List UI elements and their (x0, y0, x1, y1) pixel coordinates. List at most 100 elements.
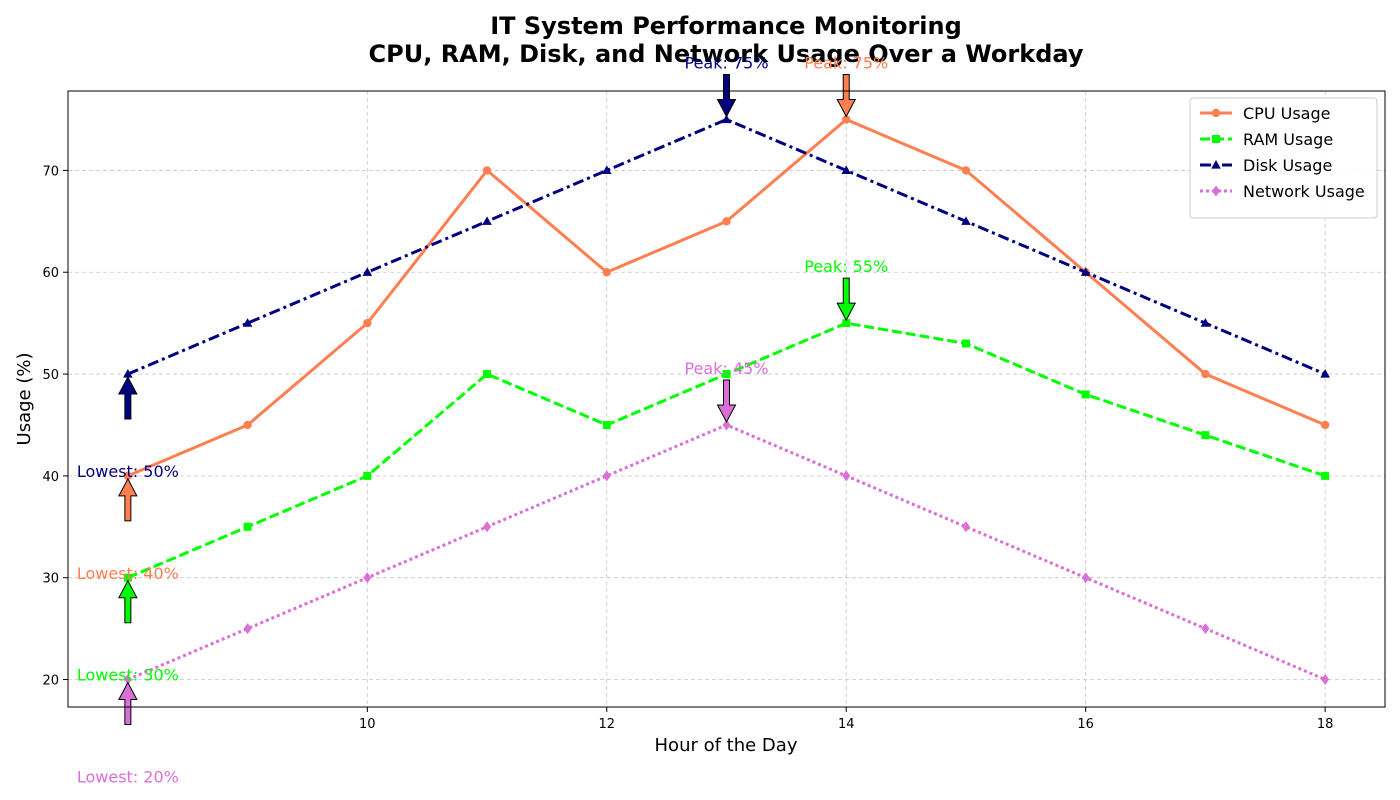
legend-item-disk-usage: Disk Usage (1200, 156, 1332, 175)
data-point (721, 114, 732, 124)
data-point (1321, 471, 1330, 480)
y-tick-label: 50 (42, 368, 59, 383)
series-line (127, 423, 1326, 681)
data-point (1081, 390, 1090, 399)
y-tick-label: 60 (42, 266, 59, 281)
legend-swatch-marker (1212, 185, 1220, 197)
data-point (363, 572, 372, 584)
data-point (602, 420, 611, 429)
chart-title-line1: IT System Performance Monitoring (490, 12, 962, 40)
data-point (842, 115, 851, 124)
plot-frame (67, 90, 1386, 708)
series-ram-usage (123, 319, 1330, 582)
data-point (601, 165, 612, 175)
data-point (483, 370, 492, 379)
data-point (1081, 572, 1090, 584)
lowest-label: Lowest: 50% (77, 462, 179, 481)
peak-label: Peak: 75% (684, 54, 768, 73)
data-point (1320, 369, 1330, 378)
peak-arrow (836, 277, 857, 322)
lowest-arrow (118, 375, 138, 420)
x-tick-label: 16 (1077, 717, 1094, 732)
y-tick-label: 30 (42, 572, 59, 587)
series-disk-usage (123, 114, 1330, 378)
data-point (961, 339, 970, 348)
axis-ticks: 10 12 14 16 18 20 30 40 50 60 70 (42, 164, 1333, 732)
data-point (243, 420, 252, 430)
legend-swatch-marker (1211, 160, 1221, 169)
series-network-usage (123, 419, 1330, 686)
data-point (1321, 674, 1330, 686)
legend-item-cpu-usage: CPU Usage (1200, 104, 1330, 123)
lowest-label: Lowest: 20% (77, 768, 179, 787)
data-point (602, 268, 611, 277)
data-point (123, 674, 132, 686)
data-point (1200, 318, 1211, 327)
lowest-label: Lowest: 30% (77, 666, 179, 685)
data-point (602, 470, 611, 482)
lowest-arrow (118, 681, 138, 726)
data-point (722, 419, 731, 431)
data-point (1201, 623, 1210, 635)
data-point (841, 165, 852, 175)
data-point (243, 522, 252, 531)
series-layer (123, 114, 1330, 686)
legend-label: Network Usage (1243, 182, 1365, 201)
data-point (1201, 369, 1210, 379)
y-tick-label: 40 (42, 470, 59, 485)
data-point (1080, 267, 1091, 276)
lowest-arrow (118, 579, 138, 624)
x-tick-label: 14 (838, 717, 855, 732)
data-point (483, 521, 492, 533)
legend-swatch-marker (1212, 135, 1220, 143)
peak-arrow (836, 74, 857, 118)
data-point (123, 369, 133, 378)
legend-item-network-usage: Network Usage (1200, 182, 1365, 201)
data-point (362, 267, 373, 276)
data-point (123, 471, 133, 481)
annotation-layer: Peak: 75% Lowest: 40% Peak: 55% Lowest: 30%… (77, 54, 888, 787)
data-point (722, 370, 731, 379)
data-point (961, 166, 971, 175)
chart-title-line2: CPU, RAM, Disk, and Network Usage Over a… (369, 40, 1084, 68)
data-point (363, 318, 372, 328)
peak-label: Peak: 75% (804, 54, 888, 73)
x-tick-label: 18 (1317, 717, 1334, 732)
annotations-cpu-usage: Peak: 75% Lowest: 40% (77, 54, 888, 583)
annotations-network-usage: Peak: 45% Lowest: 20% (77, 359, 769, 787)
legend-swatch-marker (1211, 108, 1221, 118)
series-cpu-usage (123, 115, 1330, 481)
legend-box (1189, 97, 1378, 219)
data-point (1201, 431, 1210, 440)
lowest-arrow (118, 477, 138, 522)
data-point (842, 319, 851, 328)
series-line (127, 118, 1326, 376)
lowest-label: Lowest: 40% (77, 564, 179, 583)
legend-label: CPU Usage (1243, 104, 1330, 123)
peak-arrow (716, 379, 737, 424)
x-tick-label: 12 (598, 717, 615, 732)
x-tick-label: 10 (359, 717, 376, 732)
data-point (363, 471, 372, 480)
data-point (482, 166, 492, 175)
data-point (961, 216, 971, 225)
y-tick-label: 70 (42, 164, 59, 179)
data-point (961, 521, 970, 533)
legend-label: Disk Usage (1243, 156, 1332, 175)
legend-item-ram-usage: RAM Usage (1200, 130, 1333, 149)
data-point (242, 318, 253, 327)
y-axis-label: Usage (%) (14, 353, 35, 446)
data-point (243, 623, 252, 635)
peak-label: Peak: 45% (684, 359, 768, 378)
annotations-disk-usage: Peak: 75% Lowest: 50% (77, 54, 769, 482)
peak-label: Peak: 55% (804, 257, 888, 276)
y-tick-label: 20 (42, 674, 59, 689)
data-point (1320, 420, 1330, 430)
x-axis-label: Hour of the Day (655, 735, 798, 756)
peak-arrow (716, 74, 737, 118)
data-point (123, 573, 132, 582)
data-point (482, 216, 492, 225)
legend-label: RAM Usage (1243, 130, 1333, 149)
data-point (722, 217, 731, 226)
